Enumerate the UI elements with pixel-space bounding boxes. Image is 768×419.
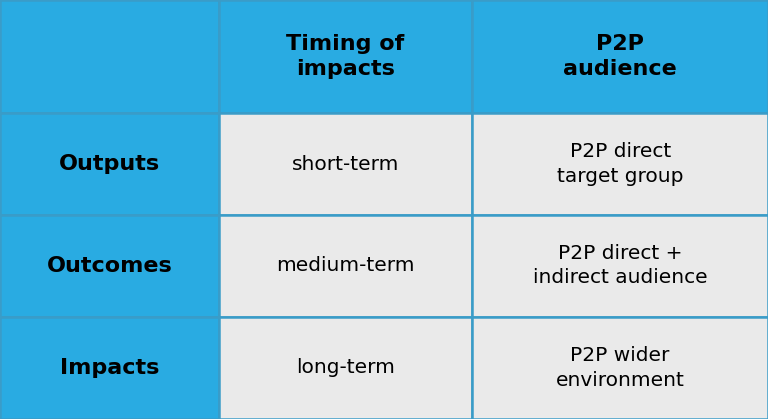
Text: P2P wider
environment: P2P wider environment — [556, 346, 684, 390]
Text: P2P direct
target group: P2P direct target group — [557, 142, 684, 186]
Text: P2P
audience: P2P audience — [563, 34, 677, 79]
Text: medium-term: medium-term — [276, 256, 415, 275]
Text: long-term: long-term — [296, 358, 395, 378]
Bar — [219, 0, 472, 113]
Bar — [0, 317, 219, 419]
Bar — [219, 113, 472, 215]
Bar — [0, 215, 219, 317]
Text: Timing of
impacts: Timing of impacts — [286, 34, 405, 79]
Text: Impacts: Impacts — [60, 358, 159, 378]
Bar — [472, 113, 768, 215]
Text: short-term: short-term — [292, 155, 399, 173]
Bar — [219, 215, 472, 317]
Text: P2P direct +
indirect audience: P2P direct + indirect audience — [533, 244, 707, 287]
Bar — [472, 215, 768, 317]
Bar — [472, 317, 768, 419]
Bar — [0, 0, 219, 113]
Bar — [219, 317, 472, 419]
Text: Outcomes: Outcomes — [47, 256, 172, 276]
Bar — [0, 113, 219, 215]
Text: Outputs: Outputs — [59, 154, 160, 174]
Bar — [472, 0, 768, 113]
